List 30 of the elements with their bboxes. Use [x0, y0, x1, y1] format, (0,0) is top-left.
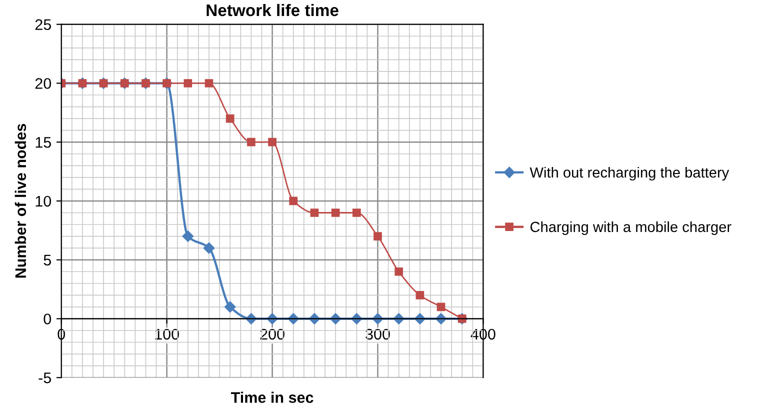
point	[352, 208, 361, 217]
point	[416, 290, 424, 300]
point	[436, 302, 446, 312]
y-tick-label: 10	[36, 196, 52, 207]
point	[226, 114, 234, 123]
point	[374, 232, 382, 240]
point	[184, 79, 192, 88]
point	[331, 208, 340, 217]
point	[394, 267, 404, 276]
chart-title: Network life time	[206, 4, 338, 16]
y-tick-label: 5	[44, 254, 51, 266]
point	[182, 230, 194, 242]
point	[204, 79, 214, 88]
x-axis-title: Time in sec	[230, 392, 314, 403]
y-tick-label: 20	[35, 78, 52, 89]
legend-label: Charging with a mobile charger	[530, 221, 732, 235]
y-tick-label: 25	[35, 19, 51, 30]
y-tick-label: 15	[36, 137, 51, 148]
x-tick-label: 300	[366, 328, 390, 340]
y-tick-label: 0	[44, 314, 52, 324]
x-tick-label: 100	[155, 328, 179, 340]
y-axis-title: Number of live nodes	[14, 124, 26, 278]
point	[310, 208, 319, 217]
point	[268, 138, 276, 146]
point	[224, 301, 236, 313]
y-tick-label: -5	[38, 372, 51, 384]
point	[289, 196, 298, 206]
point	[247, 138, 256, 146]
legend-label: With out recharging the battery	[530, 166, 730, 181]
point	[203, 242, 215, 254]
